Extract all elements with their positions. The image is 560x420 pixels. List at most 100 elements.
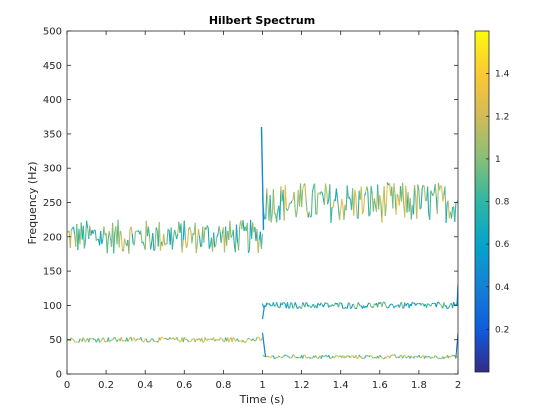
spectrum-segment	[164, 338, 165, 339]
spectrum-segment	[233, 337, 234, 338]
spectrum-segment	[279, 356, 280, 357]
spectrum-segment	[221, 338, 222, 339]
spectrum-segment	[447, 308, 448, 309]
spectrum-segment	[167, 339, 168, 340]
x-tick-label: 1.6	[372, 380, 388, 391]
spectrum-segment	[392, 304, 393, 305]
y-tick-label: 450	[43, 61, 62, 72]
spectrum-segment	[274, 306, 275, 307]
spectrum-segment	[201, 246, 202, 247]
spectrum-segment	[331, 358, 332, 359]
spectrum-segment	[411, 356, 412, 357]
y-tick-label: 500	[43, 27, 62, 38]
spectrum-segment	[91, 339, 92, 340]
spectrum-segment	[171, 339, 172, 340]
spectrum-segment	[416, 356, 417, 357]
spectrum-segment	[274, 358, 275, 359]
colorbar-tick-label: 0.2	[495, 325, 509, 335]
x-tick-label: 0.2	[98, 380, 114, 391]
y-axis-label: Frequency (Hz)	[26, 162, 39, 245]
x-tick-label: 1.8	[411, 380, 427, 391]
spectrum-segment	[249, 339, 250, 340]
spectrum-segment	[168, 229, 169, 230]
colorbar-tick-label: 1	[495, 155, 501, 165]
spectrum-segment	[344, 308, 345, 309]
spectrum-segment	[264, 356, 265, 357]
spectrum-segment	[154, 250, 155, 251]
spectrum-segment	[247, 338, 248, 339]
spectrum-segment	[175, 339, 176, 340]
spectrum-segment	[270, 305, 271, 306]
spectrum-segment	[260, 340, 261, 341]
spectrum-segment	[440, 304, 441, 305]
spectrum-segment	[371, 356, 372, 357]
x-axis-label: Time (s)	[239, 393, 285, 406]
spectrum-segment	[332, 305, 333, 306]
x-tick-label: 1	[259, 380, 265, 391]
spectrum-segment	[110, 340, 111, 341]
x-tick-label: 2	[455, 380, 461, 391]
spectrum-segment	[209, 339, 210, 340]
x-tick-label: 0.8	[215, 380, 231, 391]
spectrum-segment	[71, 229, 72, 230]
chart-title: Hilbert Spectrum	[209, 14, 315, 27]
y-tick-label: 200	[43, 232, 62, 243]
x-tick-label: 0	[64, 380, 70, 391]
spectrum-segment	[192, 339, 193, 340]
y-tick-label: 250	[43, 198, 62, 209]
spectrum-segment	[432, 357, 433, 358]
spectrum-segment	[396, 357, 397, 358]
spectrum-segment	[105, 341, 106, 342]
colorbar-tick-label: 1.4	[495, 70, 510, 80]
colorbar-axis: 0.2 0.4 0.6 0.8 1 1.2 1.4	[486, 70, 510, 336]
spectrum-segment	[255, 340, 256, 341]
spectrum-segment	[138, 339, 139, 340]
colorbar-tick-label: 0.8	[495, 198, 510, 208]
x-tick-label: 0.6	[176, 380, 192, 391]
spectrum-segment	[347, 356, 348, 357]
spectrum-segment	[310, 216, 311, 217]
spectrum-segment	[285, 355, 286, 356]
spectrum-segment	[253, 339, 254, 340]
spectrum-segment	[321, 192, 322, 193]
y-tick-label: 100	[43, 301, 62, 312]
spectrum-segment	[103, 338, 104, 339]
spectrum-segment	[147, 341, 148, 342]
spectrum-segment	[239, 341, 240, 342]
spectrum-segment	[318, 358, 319, 359]
spectrum-segment	[80, 339, 81, 340]
spectrum-segment	[186, 339, 187, 340]
spectrum-segment	[391, 355, 392, 356]
x-tick-label: 1.2	[294, 380, 310, 391]
spectrum-segment	[428, 356, 429, 357]
y-tick-label: 50	[49, 335, 62, 346]
y-tick-label: 400	[43, 95, 62, 106]
spectrum-segment	[335, 356, 336, 357]
spectrum-segment	[362, 358, 363, 359]
spectrum-segment	[450, 356, 451, 357]
y-tick-label: 350	[43, 129, 62, 140]
spectrum-segment	[420, 208, 421, 209]
spectrum-segment	[340, 303, 341, 304]
x-tick-label: 0.4	[137, 380, 153, 391]
spectrum-segment	[282, 357, 283, 358]
spectrum-segment	[422, 303, 423, 304]
spectrum-segment	[292, 200, 293, 201]
spectrum-segment	[189, 341, 190, 342]
y-tick-label: 0	[56, 370, 62, 381]
spectrum-segment	[428, 304, 429, 305]
colorbar-tick-label: 1.2	[495, 112, 509, 122]
spectrum-segment	[291, 303, 292, 304]
y-tick-label: 300	[43, 164, 62, 175]
spectrum-segment	[350, 308, 351, 309]
colorbar-tick-label: 0.6	[495, 240, 510, 250]
spectrum-segment	[356, 308, 357, 309]
spectrum-segment	[309, 358, 310, 359]
spectrum-segment	[307, 357, 308, 358]
spectrum-segment	[283, 356, 284, 357]
spectrum-segment	[180, 341, 181, 342]
spectrum-segment	[436, 357, 437, 358]
y-tick-label: 150	[43, 267, 62, 278]
spectrum-segment	[440, 358, 441, 359]
